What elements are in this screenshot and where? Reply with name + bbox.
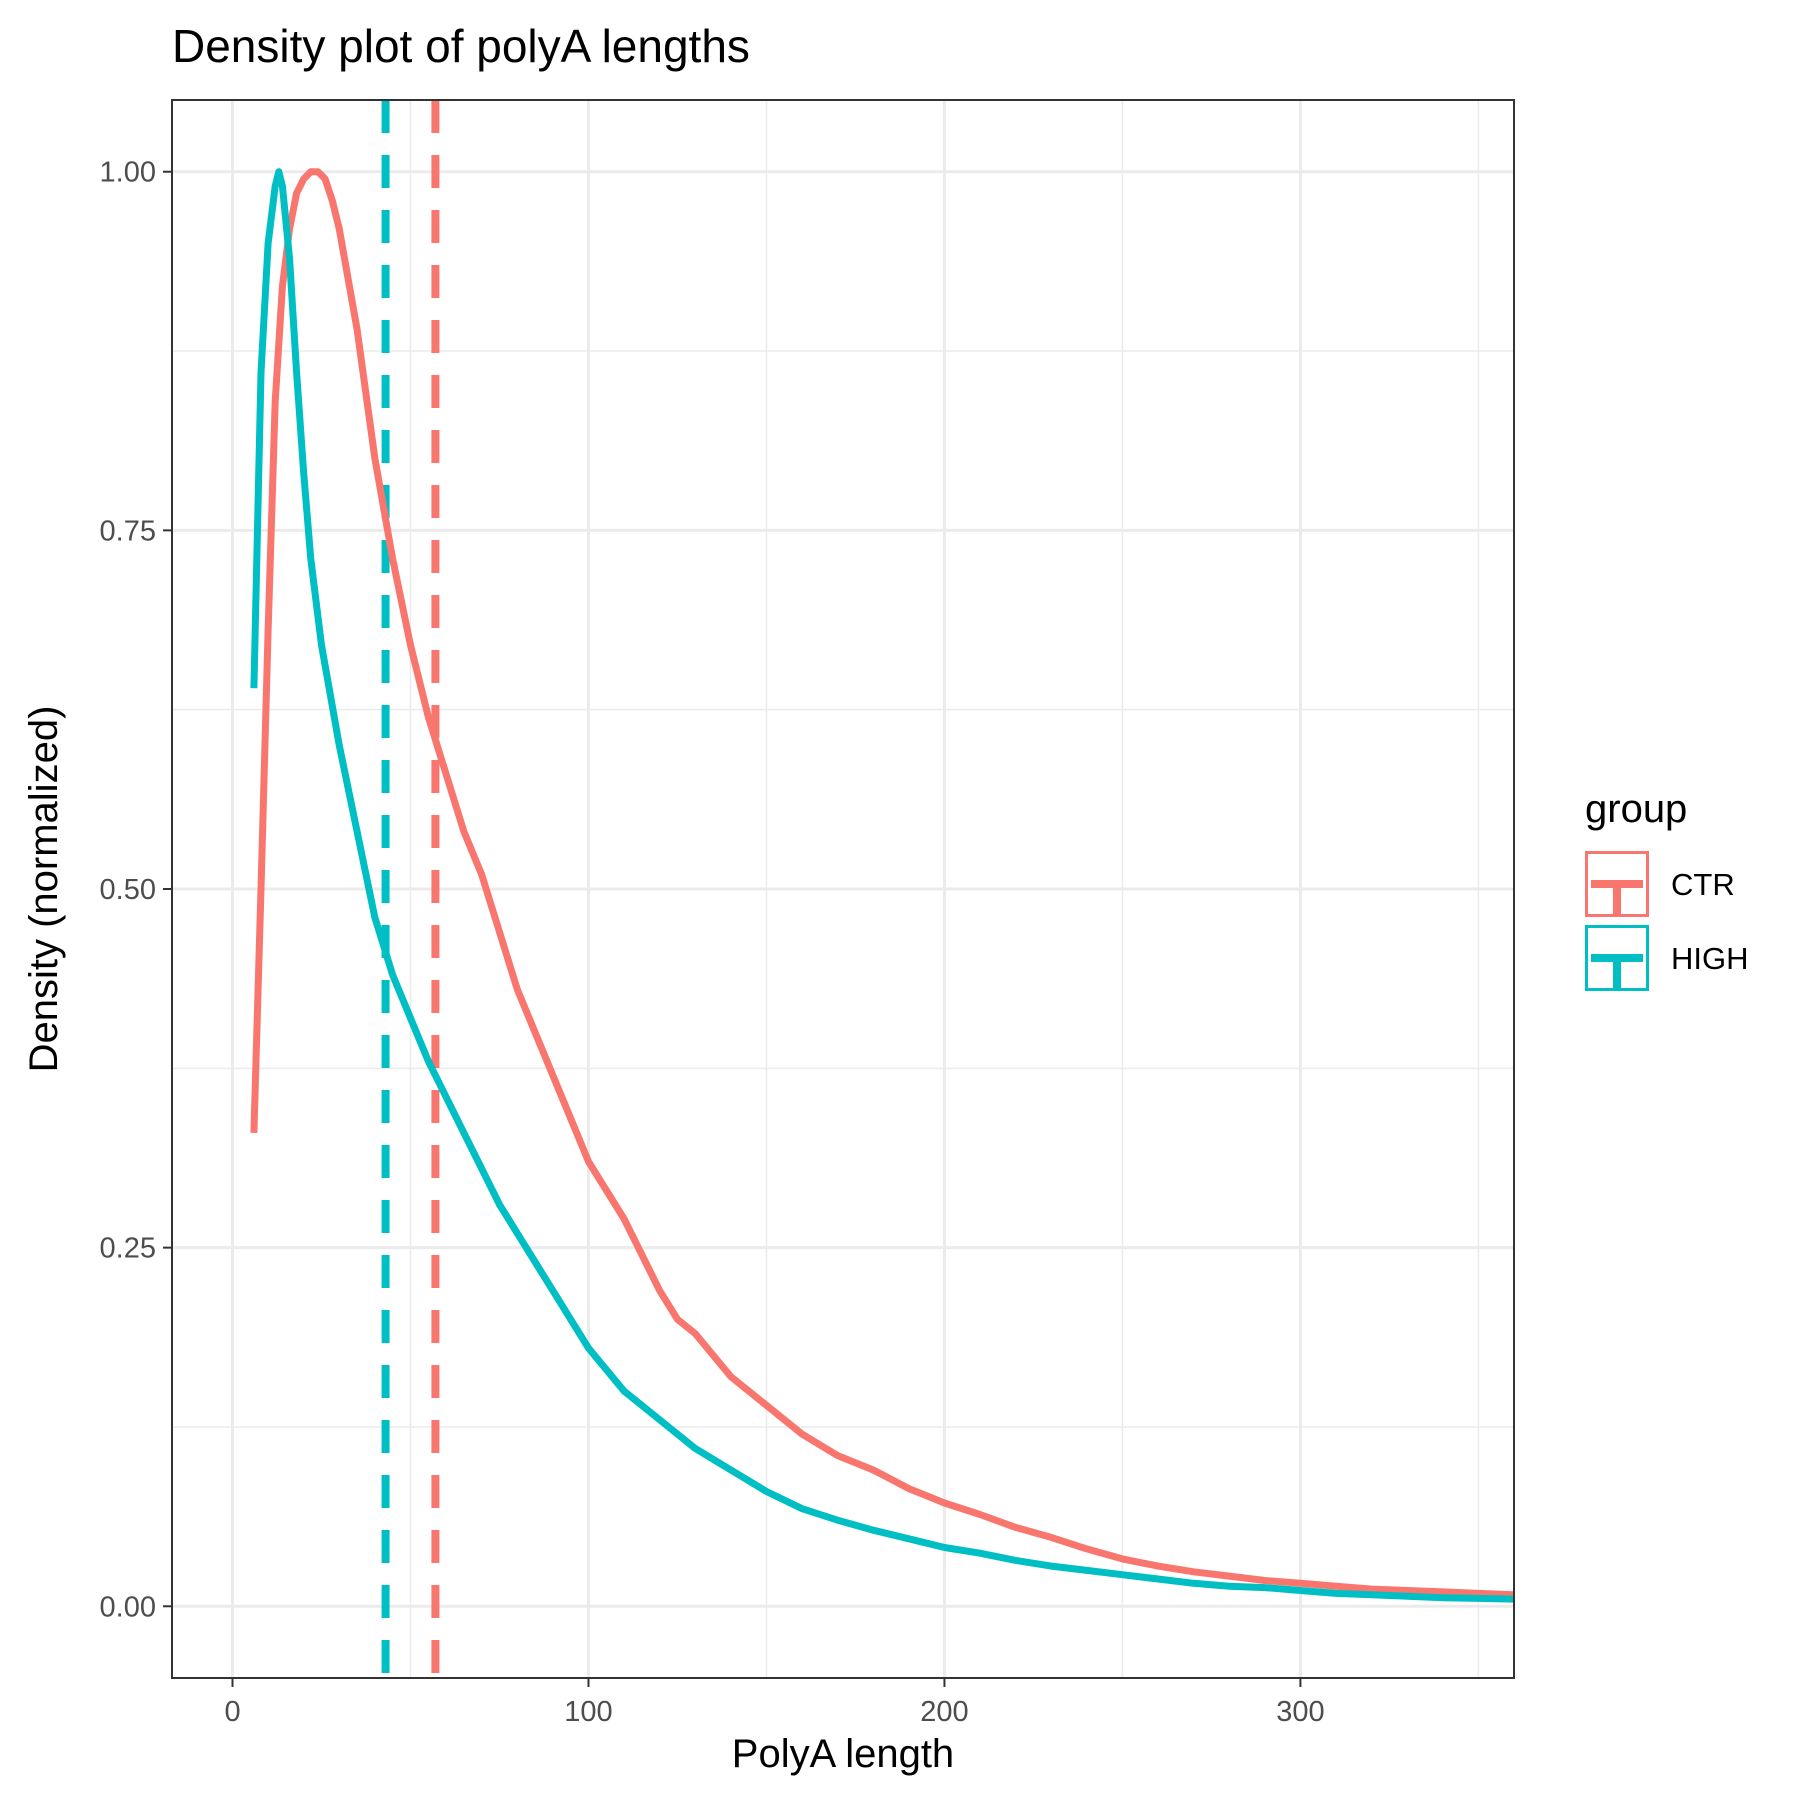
legend: group CTR HIGH [1585, 787, 1749, 991]
x-tick-label: 0 [224, 1696, 240, 1728]
legend-key-ctr [1585, 851, 1649, 917]
density-curve-high [250, 168, 1515, 1603]
y-axis-title: Density (normalized) [22, 706, 66, 1073]
y-tick-label: 0.00 [100, 1591, 156, 1623]
x-tick-label: 100 [564, 1696, 612, 1728]
x-axis: 0 100 200 300 [224, 1678, 1325, 1728]
y-axis: 0.00 0.25 0.50 0.75 1.00 [100, 157, 172, 1623]
y-tick-label: 0.75 [100, 515, 156, 547]
chart-title: Density plot of polyA lengths [172, 20, 750, 72]
y-tick-label: 0.25 [100, 1233, 156, 1265]
legend-key-high [1585, 925, 1649, 991]
density-curve-ctr [250, 168, 1515, 1599]
x-tick-label: 300 [1276, 1696, 1324, 1728]
legend-label-ctr: CTR [1671, 867, 1735, 902]
legend-label-high: HIGH [1671, 941, 1749, 976]
x-axis-title: PolyA length [732, 1732, 954, 1776]
major-gridlines [172, 100, 1514, 1678]
mean-lines [381, 100, 440, 1678]
x-tick-label: 200 [920, 1696, 968, 1728]
y-tick-label: 1.00 [100, 157, 156, 189]
legend-title: group [1585, 787, 1687, 831]
y-tick-label: 0.50 [100, 874, 156, 906]
plot-panel [171, 99, 1515, 1679]
density-curves [250, 168, 1515, 1603]
